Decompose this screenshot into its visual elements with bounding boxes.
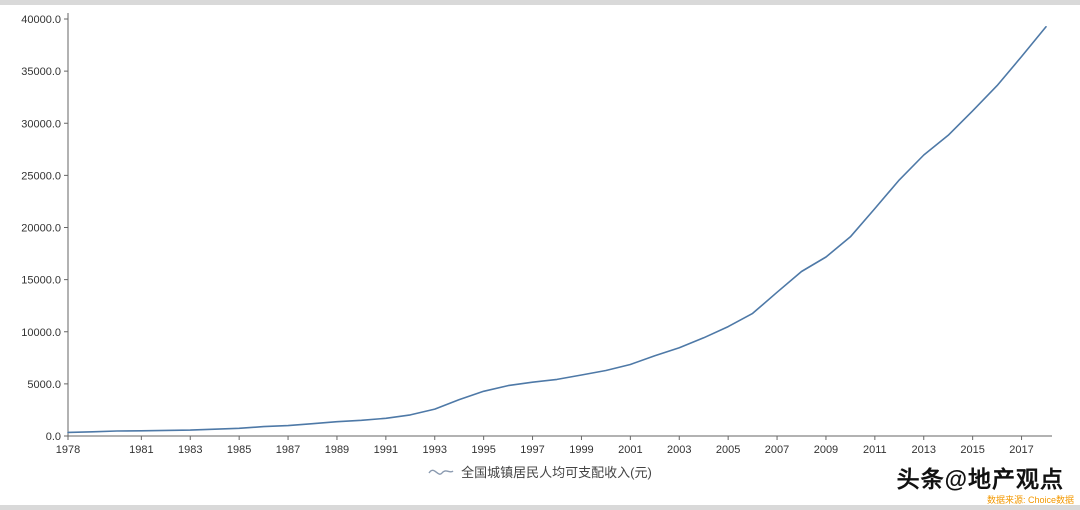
legend-label: 全国城镇居民人均可支配收入(元) xyxy=(461,465,652,480)
legend-line-icon xyxy=(428,465,454,479)
data-source-note: 数据来源: Choice数据 xyxy=(986,495,1074,505)
svg-text:40000.0: 40000.0 xyxy=(21,14,61,26)
svg-text:1981: 1981 xyxy=(129,444,153,456)
svg-text:1989: 1989 xyxy=(325,444,349,456)
svg-text:2011: 2011 xyxy=(863,444,887,456)
svg-text:1985: 1985 xyxy=(227,444,251,456)
svg-text:2013: 2013 xyxy=(912,444,936,456)
svg-text:2003: 2003 xyxy=(667,444,691,456)
svg-text:30000.0: 30000.0 xyxy=(21,118,61,130)
svg-text:2005: 2005 xyxy=(716,444,740,456)
svg-text:1978: 1978 xyxy=(56,444,80,456)
svg-text:1999: 1999 xyxy=(569,444,593,456)
svg-text:35000.0: 35000.0 xyxy=(21,66,61,78)
svg-text:1983: 1983 xyxy=(178,444,202,456)
svg-text:25000.0: 25000.0 xyxy=(21,170,61,182)
top-border-strip xyxy=(0,0,1080,5)
bottom-border-strip xyxy=(0,505,1080,510)
line-chart: 0.0 5000.0 10000.0 15000.0 20000.0 25000.0 300… xyxy=(21,13,1052,456)
svg-text:0.0: 0.0 xyxy=(46,431,61,443)
svg-text:2001: 2001 xyxy=(618,444,642,456)
svg-text:10000.0: 10000.0 xyxy=(21,327,61,339)
svg-text:2007: 2007 xyxy=(765,444,789,456)
chart-legend: 全国城镇居民人均可支配收入(元) xyxy=(0,462,1080,481)
svg-text:1997: 1997 xyxy=(520,444,544,456)
svg-text:1995: 1995 xyxy=(471,444,495,456)
svg-text:1987: 1987 xyxy=(276,444,300,456)
svg-text:5000.0: 5000.0 xyxy=(27,379,61,391)
svg-text:15000.0: 15000.0 xyxy=(21,275,61,287)
svg-text:2017: 2017 xyxy=(1009,444,1033,456)
svg-text:1993: 1993 xyxy=(423,444,447,456)
svg-text:1991: 1991 xyxy=(374,444,398,456)
svg-text:2015: 2015 xyxy=(960,444,984,456)
svg-text:20000.0: 20000.0 xyxy=(21,223,61,235)
chart-area: 0.0 5000.0 10000.0 15000.0 20000.0 25000.0 300… xyxy=(0,5,1080,463)
svg-text:2009: 2009 xyxy=(814,444,838,456)
watermark-attribution: 头条@地产观点 xyxy=(896,466,1064,492)
